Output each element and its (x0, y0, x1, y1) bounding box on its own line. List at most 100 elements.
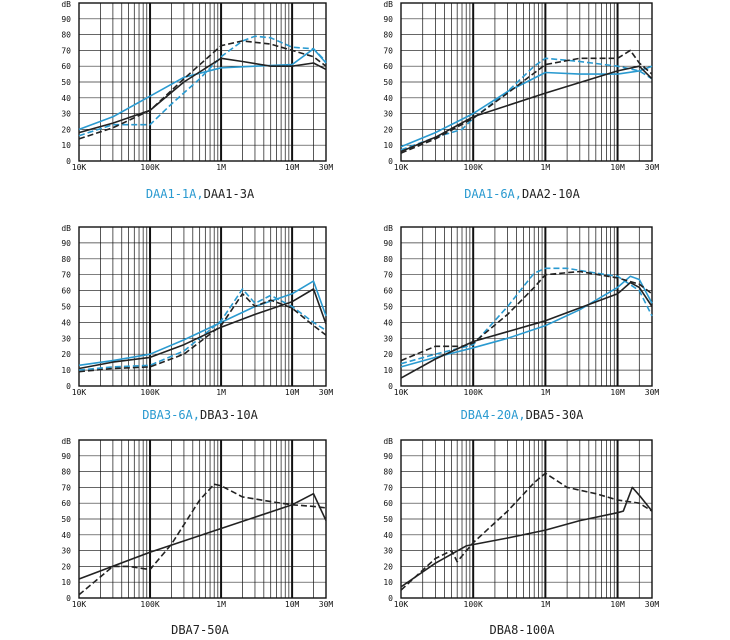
y-tick-label: 60 (383, 287, 393, 296)
y-tick-label: 80 (383, 31, 393, 40)
x-tick-label: 10K (72, 163, 87, 172)
x-tick-label: 1M (216, 163, 226, 172)
series-line-daa1-3a-dm (78, 40, 327, 140)
series-line-dba3-6a-cm (78, 280, 327, 367)
chart-title-blue: DAA1-6A, (464, 187, 522, 201)
chart-title-black: DAA1-3A (203, 187, 255, 201)
series-line-daa1-6a-cm (400, 65, 653, 148)
y-tick-label: 40 (383, 531, 393, 540)
y-tick-label: dB (61, 0, 71, 9)
y-tick-label: 30 (61, 334, 71, 343)
y-tick-label: 50 (61, 303, 71, 312)
y-tick-label: 60 (61, 499, 71, 508)
x-tick-label: 1M (541, 163, 551, 172)
y-tick-label: 0 (388, 157, 393, 166)
y-tick-label: 0 (388, 382, 393, 391)
chart-panel-2: 0 10 20 30 40 50 60 70 80 90 dB 10K 100K 1M 10M 30M (383, 0, 659, 172)
chart-title-black: DBA7-50A (171, 623, 229, 637)
y-tick-label: 20 (61, 125, 71, 134)
y-tick-label: 60 (383, 499, 393, 508)
chart-title-4: DBA4-20A,DBA5-30A (322, 408, 722, 422)
x-tick-label: 100K (140, 600, 159, 609)
y-tick-label: 50 (383, 303, 393, 312)
plot-frame (78, 2, 327, 162)
x-tick-label: 100K (464, 600, 483, 609)
y-tick-label: 40 (61, 94, 71, 103)
y-tick-label: 50 (383, 515, 393, 524)
x-tick-label: 30M (645, 388, 660, 397)
y-tick-label: 70 (383, 46, 393, 55)
series-line-daa1-1a-cm (78, 48, 327, 131)
chart-title-1: DAA1-1A,DAA1-3A (0, 187, 400, 201)
y-tick-label: 90 (61, 239, 71, 248)
x-tick-label: 100K (140, 388, 159, 397)
plot-frame (400, 439, 653, 599)
y-tick-label: 10 (383, 141, 393, 150)
y-tick-label: 0 (66, 594, 71, 603)
chart-title-black: DBA3-10A (200, 408, 258, 422)
y-tick-label: 80 (383, 255, 393, 264)
x-tick-label: 100K (464, 163, 483, 172)
x-tick-label: 10M (285, 600, 300, 609)
y-tick-label: 70 (61, 271, 71, 280)
x-tick-label: 10M (610, 163, 625, 172)
x-tick-label: 1M (541, 600, 551, 609)
x-tick-label: 1M (216, 388, 226, 397)
series-line-daa2-10a-cm (400, 65, 653, 153)
y-tick-label: 10 (61, 141, 71, 150)
y-tick-label: 80 (61, 31, 71, 40)
y-tick-label: dB (383, 0, 393, 9)
chart-title-blue: DBA4-20A, (460, 408, 526, 422)
y-tick-label: 30 (383, 110, 393, 119)
chart-panel-4: 0 10 20 30 40 50 60 70 80 90 dB 10K 100K 1M 10M 30M (383, 224, 659, 397)
y-tick-label: 30 (61, 547, 71, 556)
y-tick-label: 20 (383, 350, 393, 359)
y-tick-label: 90 (383, 15, 393, 24)
series-line-dba4-20a-dm (400, 267, 653, 365)
y-tick-label: 90 (61, 15, 71, 24)
series-line-dba3-10a-dm (78, 293, 327, 373)
y-tick-label: 90 (61, 452, 71, 461)
y-tick-label: 30 (383, 547, 393, 556)
chart-panel-6: 0 10 20 30 40 50 60 70 80 90 dB 10K 100K 1M 10M 30M (383, 437, 659, 609)
y-tick-label: 80 (383, 468, 393, 477)
y-tick-label: 80 (61, 468, 71, 477)
series-line-dba7-50a-cm (78, 492, 327, 580)
series-line-daa2-10a-dm (400, 49, 653, 154)
chart-title-blue: DAA1-1A, (145, 187, 204, 201)
x-tick-label: 10M (610, 388, 625, 397)
y-tick-label: 70 (61, 46, 71, 55)
y-tick-label: 30 (383, 334, 393, 343)
x-tick-label: 10M (285, 163, 300, 172)
x-tick-label: 30M (319, 388, 334, 397)
series-line-dba5-30a-cm (400, 281, 653, 379)
x-tick-label: 10M (285, 388, 300, 397)
chart-title-5: DBA7-50A (0, 623, 400, 637)
chart-title-black: DBA5-30A (525, 408, 584, 422)
y-tick-label: dB (61, 224, 71, 233)
y-tick-label: 20 (61, 562, 71, 571)
x-tick-label: 30M (645, 163, 660, 172)
x-tick-label: 1M (216, 600, 226, 609)
x-tick-label: 1M (541, 388, 551, 397)
series-line-dba3-6a-dm (78, 288, 327, 371)
y-tick-label: 50 (61, 78, 71, 87)
x-tick-label: 10K (394, 163, 409, 172)
x-tick-label: 100K (140, 163, 159, 172)
x-tick-label: 30M (645, 600, 660, 609)
series-line-dba5-30a-dm (400, 270, 653, 362)
x-tick-label: 10K (72, 388, 87, 397)
y-tick-label: 20 (61, 350, 71, 359)
y-tick-label: 30 (61, 110, 71, 119)
y-tick-label: 10 (383, 578, 393, 587)
series-line-dba4-20a-cm (400, 275, 653, 368)
y-tick-label: dB (383, 437, 393, 446)
y-tick-label: 20 (383, 125, 393, 134)
y-tick-label: 70 (383, 483, 393, 492)
chart-title-2: DAA1-6A,DAA2-10A (322, 187, 722, 201)
y-tick-label: 80 (61, 255, 71, 264)
y-tick-label: 0 (388, 594, 393, 603)
chart-title-6: DBA8-100A (322, 623, 722, 637)
series-line-dba3-10a-cm (78, 288, 327, 370)
